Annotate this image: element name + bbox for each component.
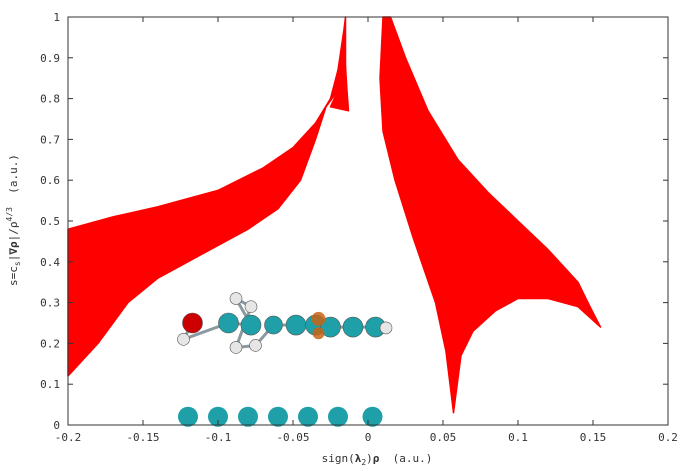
- atom: [240, 314, 262, 336]
- atom: [229, 341, 243, 354]
- data-points: [67, 16, 602, 414]
- y-tick-label: 0.1: [40, 378, 60, 391]
- x-tick-label: -0.05: [276, 431, 309, 444]
- atom: [328, 406, 348, 427]
- x-tick-label: 0: [365, 431, 372, 444]
- data-point-region: [329, 65, 350, 112]
- x-tick-label: -0.1: [205, 431, 232, 444]
- x-tick-label: 0.2: [658, 431, 678, 444]
- y-axis: 0 0.1 0.2 0.3 0.4 0.5 0.6 0.7 0.8 0.9 1: [40, 11, 668, 432]
- y-tick-label: 0.3: [40, 297, 60, 310]
- y-tick-label: 0.2: [40, 337, 60, 350]
- y-tick-label: 0.9: [40, 52, 60, 65]
- molecule-inset: [177, 292, 393, 354]
- y-tick-label: 0.8: [40, 93, 60, 106]
- x-tick-label: -0.15: [126, 431, 159, 444]
- x-axis: -0.2 -0.15 -0.1 -0.05 0 0.05 0.1 0.15 0.2: [55, 17, 678, 444]
- x-tick-label: -0.2: [55, 431, 82, 444]
- atom: [249, 339, 262, 352]
- atom: [264, 315, 283, 335]
- x-tick-label: 0.1: [508, 431, 528, 444]
- atom: [342, 316, 364, 338]
- y-axis-label: s=cs|∇ρ|/ρ4/3 (a.u.): [5, 154, 22, 286]
- atom: [229, 292, 243, 305]
- atom: [379, 321, 393, 335]
- density-isosurface: [311, 311, 326, 326]
- atom: [362, 406, 383, 427]
- y-tick-label: 0.6: [40, 174, 60, 187]
- y-tick-label: 0: [53, 419, 60, 432]
- atom: [320, 316, 341, 338]
- y-tick-label: 0.5: [40, 215, 60, 228]
- y-tick-label: 1: [53, 11, 60, 24]
- y-tick-label: 0.7: [40, 133, 60, 146]
- y-tick-label: 0.4: [40, 256, 60, 269]
- atom-row: [178, 406, 383, 427]
- atom: [298, 406, 318, 427]
- x-tick-label: 0.15: [580, 431, 607, 444]
- atom: [182, 312, 203, 334]
- data-point-region: [379, 16, 602, 414]
- atom: [177, 333, 190, 346]
- atom: [244, 300, 258, 313]
- density-isosurface: [312, 327, 325, 340]
- x-axis-label: sign(λ2)ρ (a.u.): [322, 452, 433, 467]
- x-tick-label: 0.05: [430, 431, 457, 444]
- atom: [268, 406, 288, 427]
- atom: [208, 406, 228, 427]
- atom: [238, 406, 258, 427]
- atom: [178, 406, 198, 427]
- atom: [218, 312, 239, 334]
- atom: [285, 314, 307, 336]
